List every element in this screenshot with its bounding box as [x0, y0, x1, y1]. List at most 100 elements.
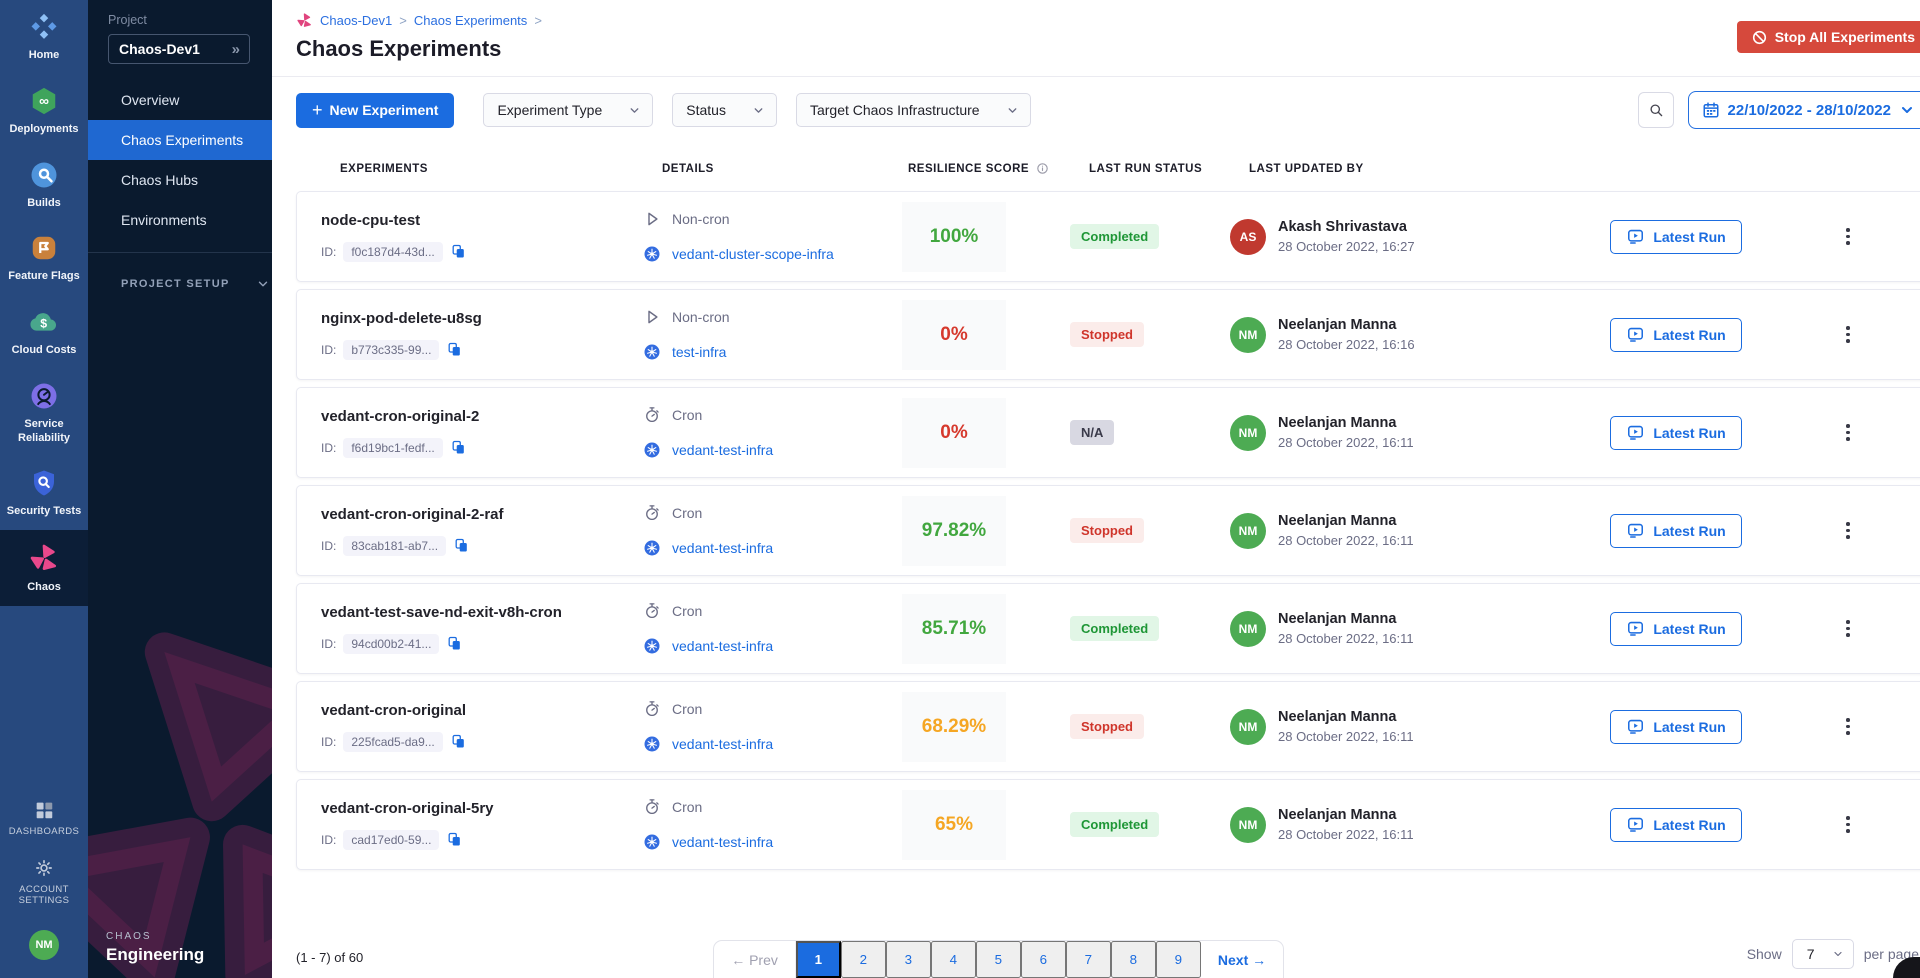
page-button-7[interactable]: 7: [1066, 941, 1111, 978]
rail-item-dashboards[interactable]: DASHBOARDS: [0, 789, 88, 847]
project-selector[interactable]: Chaos-Dev1 »: [108, 34, 250, 64]
score-cell: 0%: [889, 300, 1051, 370]
rail-item-security-tests[interactable]: Security Tests: [0, 456, 88, 530]
plus-icon: +: [312, 100, 323, 121]
table-row[interactable]: vedant-cron-original-5ry ID: cad17ed0-59…: [296, 779, 1920, 870]
row-menu-button[interactable]: [1840, 516, 1856, 545]
latest-run-button[interactable]: Latest Run: [1610, 416, 1741, 450]
id-label: ID:: [321, 441, 336, 455]
page-button-6[interactable]: 6: [1021, 941, 1066, 978]
main-content: Chaos-Dev1 > Chaos Experiments > Chaos E…: [272, 0, 1920, 978]
pagination-controls: ← Prev 123456789 Next →: [713, 940, 1284, 978]
experiment-id: f6d19bc1-fedf...: [343, 438, 442, 458]
row-menu-button[interactable]: [1840, 810, 1856, 839]
table-row[interactable]: node-cpu-test ID: f0c187d4-43d... Non-cr…: [296, 191, 1920, 282]
sidebar-item-chaos-hubs[interactable]: Chaos Hubs: [88, 160, 272, 200]
page-button-5[interactable]: 5: [976, 941, 1021, 978]
copy-icon: [450, 243, 467, 260]
infrastructure-link[interactable]: test-infra: [672, 344, 726, 360]
project-setup-section[interactable]: PROJECT SETUP: [88, 277, 272, 291]
search-button[interactable]: [1638, 92, 1674, 128]
prev-page-button[interactable]: ← Prev: [714, 941, 796, 978]
infrastructure-link[interactable]: vedant-test-infra: [672, 638, 773, 654]
rail-item-home[interactable]: Home: [0, 0, 88, 74]
updated-timestamp: 28 October 2022, 16:11: [1278, 729, 1414, 744]
table-row[interactable]: vedant-cron-original-2 ID: f6d19bc1-fedf…: [296, 387, 1920, 478]
page-button-9[interactable]: 9: [1156, 941, 1201, 978]
infrastructure-link[interactable]: vedant-test-infra: [672, 736, 773, 752]
rail-item-account-settings[interactable]: ACCOUNT SETTINGS: [0, 847, 88, 916]
page-size-select[interactable]: 7: [1792, 939, 1854, 969]
experiment-name[interactable]: vedant-cron-original-5ry: [321, 800, 643, 817]
infrastructure-link[interactable]: vedant-cluster-scope-infra: [672, 246, 834, 262]
next-page-button[interactable]: Next →: [1201, 941, 1283, 978]
experiment-name[interactable]: vedant-cron-original-2: [321, 408, 643, 425]
copy-id-button[interactable]: [450, 733, 467, 750]
experiment-name[interactable]: nginx-pod-delete-u8sg: [321, 310, 643, 327]
date-range-picker[interactable]: 22/10/2022 - 28/10/2022: [1688, 91, 1920, 129]
copy-id-button[interactable]: [450, 243, 467, 260]
rail-item-cloud-costs[interactable]: $ Cloud Costs: [0, 295, 88, 369]
copy-id-button[interactable]: [446, 635, 463, 652]
breadcrumb-page-link[interactable]: Chaos Experiments: [414, 13, 527, 28]
sidebar-item-environments[interactable]: Environments: [88, 200, 272, 240]
page-button-1[interactable]: 1: [796, 941, 841, 978]
experiment-cell: vedant-cron-original-5ry ID: cad17ed0-59…: [321, 800, 643, 850]
experiment-name[interactable]: vedant-cron-original: [321, 702, 643, 719]
cron-icon: [643, 700, 661, 718]
rail-item-service-reliability[interactable]: Service Reliability: [0, 369, 88, 457]
infrastructure-link[interactable]: vedant-test-infra: [672, 834, 773, 850]
row-menu-button[interactable]: [1840, 614, 1856, 643]
chevron-down-icon: [628, 104, 641, 117]
rail-item-chaos[interactable]: Chaos: [0, 530, 88, 606]
info-icon[interactable]: [1035, 161, 1050, 176]
infrastructure-link[interactable]: vedant-test-infra: [672, 442, 773, 458]
experiment-name[interactable]: vedant-test-save-nd-exit-v8h-cron: [321, 604, 643, 621]
copy-id-button[interactable]: [453, 537, 470, 554]
breadcrumb-project-link[interactable]: Chaos-Dev1: [320, 13, 392, 28]
infrastructure-link[interactable]: vedant-test-infra: [672, 540, 773, 556]
rail-item-deployments[interactable]: ∞ Deployments: [0, 74, 88, 148]
details-cell: Cron vedant-test-infra: [643, 406, 889, 459]
chaos-icon: [28, 542, 60, 574]
row-menu-button[interactable]: [1840, 712, 1856, 741]
copy-id-button[interactable]: [450, 439, 467, 456]
deployments-icon: ∞: [29, 86, 59, 116]
table-row[interactable]: vedant-cron-original-2-raf ID: 83cab181-…: [296, 485, 1920, 576]
filter-status[interactable]: Status: [672, 93, 777, 127]
copy-id-button[interactable]: [446, 341, 463, 358]
latest-run-button[interactable]: Latest Run: [1610, 710, 1741, 744]
updated-timestamp: 28 October 2022, 16:11: [1278, 435, 1414, 450]
page-button-2[interactable]: 2: [841, 941, 886, 978]
page-button-8[interactable]: 8: [1111, 941, 1156, 978]
page-button-4[interactable]: 4: [931, 941, 976, 978]
row-menu-button[interactable]: [1840, 222, 1856, 251]
sidebar-item-chaos-experiments[interactable]: Chaos Experiments: [88, 120, 272, 160]
experiment-name[interactable]: node-cpu-test: [321, 212, 643, 229]
avatar: NM: [1230, 709, 1266, 745]
copy-id-button[interactable]: [446, 831, 463, 848]
expand-projects-icon[interactable]: »: [232, 41, 240, 58]
id-label: ID:: [321, 539, 336, 553]
table-row[interactable]: vedant-test-save-nd-exit-v8h-cron ID: 94…: [296, 583, 1920, 674]
user-avatar[interactable]: NM: [29, 930, 59, 960]
page-button-3[interactable]: 3: [886, 941, 931, 978]
new-experiment-button[interactable]: + New Experiment: [296, 93, 454, 128]
latest-run-button[interactable]: Latest Run: [1610, 220, 1741, 254]
stop-all-experiments-button[interactable]: Stop All Experiments: [1737, 21, 1920, 53]
rail-item-builds[interactable]: Builds: [0, 148, 88, 222]
filter-target-chaos-infrastructure[interactable]: Target Chaos Infrastructure: [796, 93, 1031, 127]
row-menu-button[interactable]: [1840, 320, 1856, 349]
latest-run-button[interactable]: Latest Run: [1610, 514, 1741, 548]
table-row[interactable]: vedant-cron-original ID: 225fcad5-da9...…: [296, 681, 1920, 772]
filter-experiment-type[interactable]: Experiment Type: [483, 93, 653, 127]
sidebar-item-overview[interactable]: Overview: [88, 80, 272, 120]
rail-item-feature-flags[interactable]: Feature Flags: [0, 221, 88, 295]
latest-run-button[interactable]: Latest Run: [1610, 612, 1741, 646]
row-menu-button[interactable]: [1840, 418, 1856, 447]
latest-run-button[interactable]: Latest Run: [1610, 318, 1741, 352]
latest-run-button[interactable]: Latest Run: [1610, 808, 1741, 842]
column-last-updated-by: LAST UPDATED BY: [1249, 163, 1565, 175]
table-row[interactable]: nginx-pod-delete-u8sg ID: b773c335-99...…: [296, 289, 1920, 380]
experiment-name[interactable]: vedant-cron-original-2-raf: [321, 506, 643, 523]
